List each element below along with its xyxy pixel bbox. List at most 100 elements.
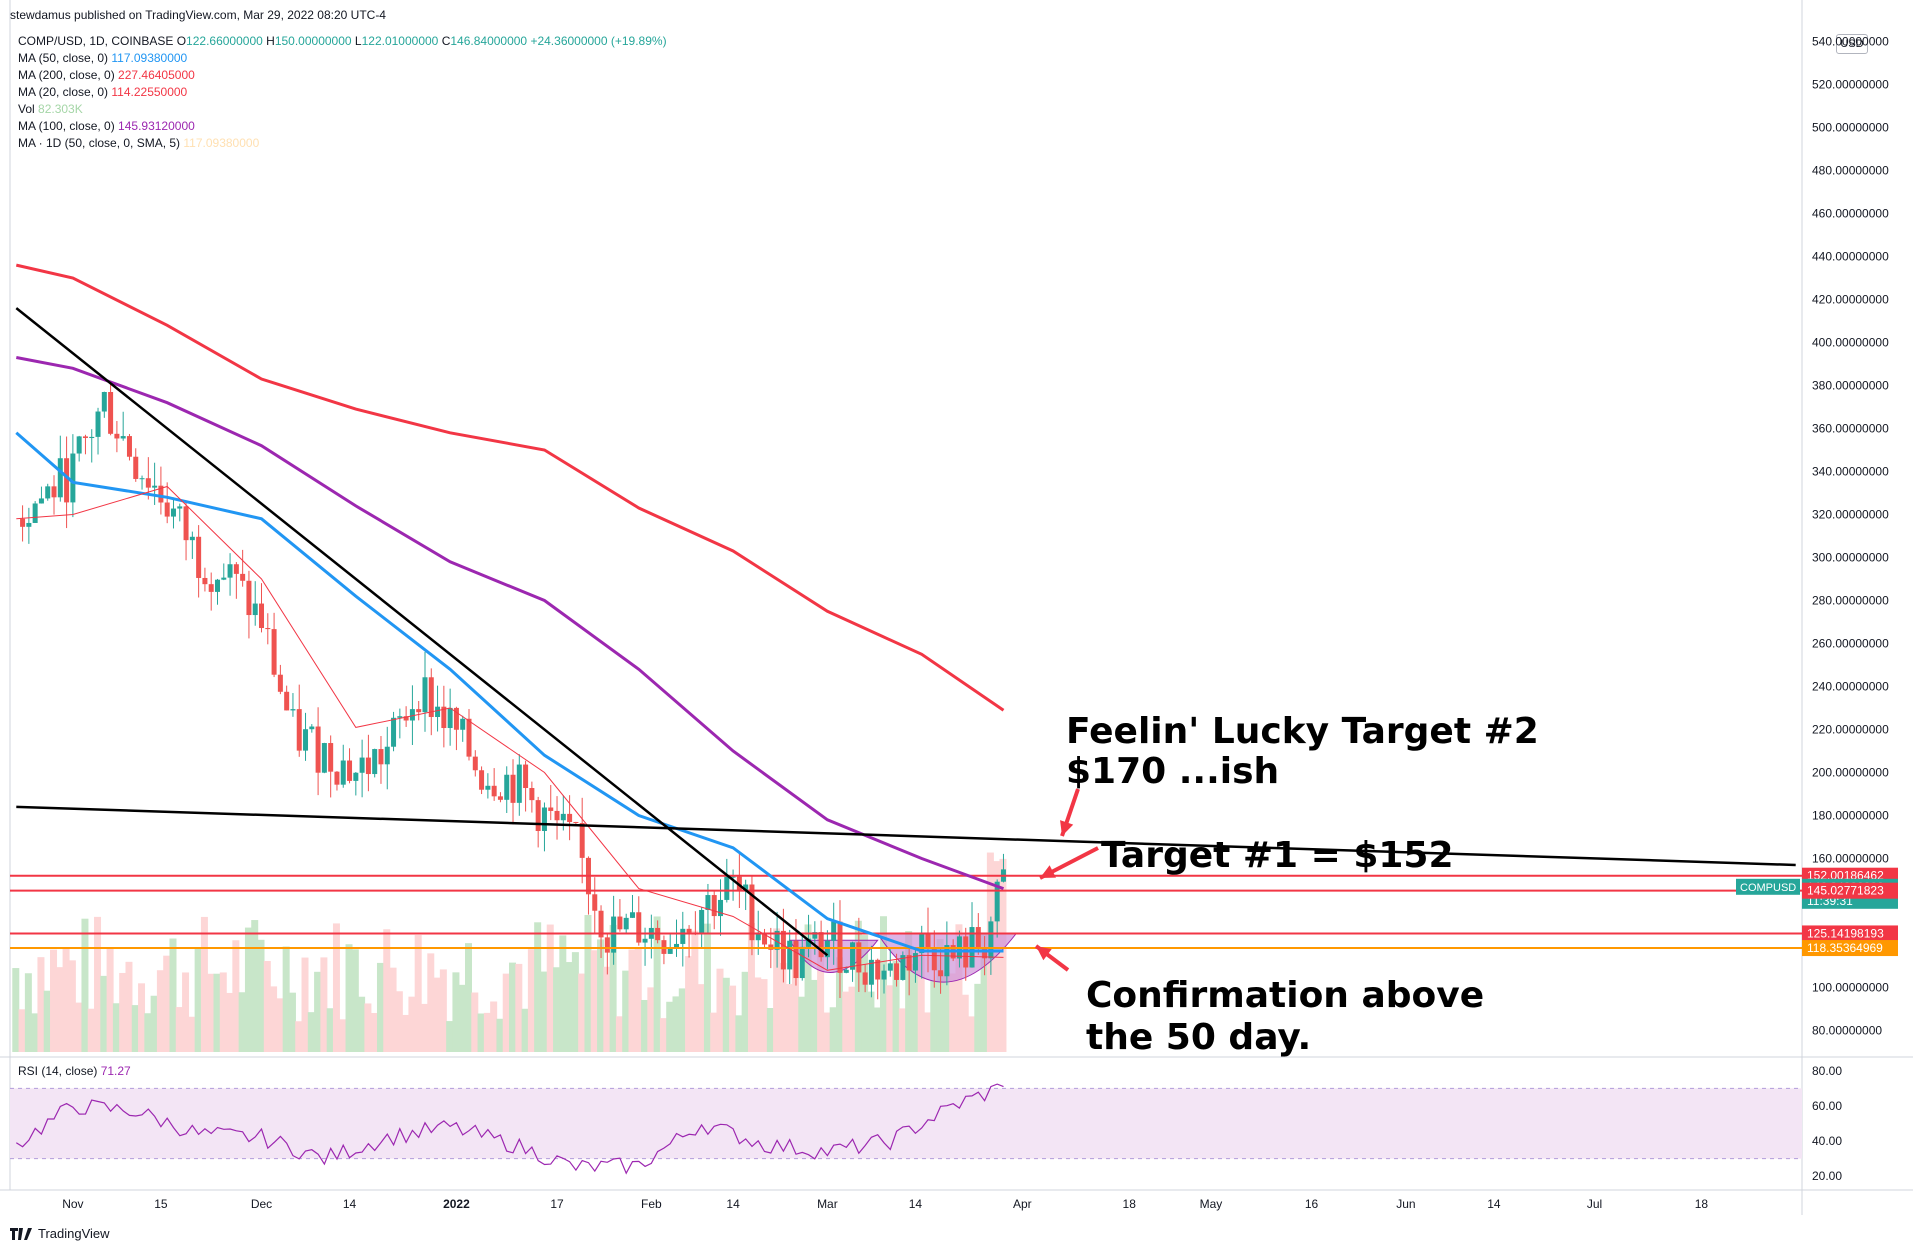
tradingview-footer[interactable]: TradingView [10, 1226, 110, 1241]
legend-key: MA (50, close, 0) [18, 51, 112, 65]
annotation-target-2: Feelin' Lucky Target #2 $170 ...ish [1066, 711, 1539, 792]
volume-bar [628, 949, 636, 1052]
x-tick-label: 14 [343, 1197, 357, 1211]
volume-bar [559, 935, 567, 1052]
volume-bar [75, 1002, 83, 1052]
candle-body [479, 770, 485, 790]
legend-key: MA (20, close, 0) [18, 85, 112, 99]
volume-bar [779, 962, 787, 1052]
legend-key: MA · 1D (50, close, 0, SMA, 5) [18, 136, 184, 150]
candle-body [875, 959, 881, 980]
volume-bar [131, 1005, 139, 1052]
candle-body [391, 717, 397, 747]
x-tick-label: 17 [550, 1197, 564, 1211]
candle-body [831, 921, 837, 941]
candle-body [900, 955, 906, 980]
volume-bar [219, 972, 227, 1052]
volume-bar [791, 941, 799, 1052]
volume-bar [420, 1003, 428, 1052]
volume-bar [433, 977, 441, 1052]
candle-body [233, 564, 239, 574]
candle-body [453, 707, 459, 730]
chart-legend: COMP/USD, 1D, COINBASE O122.66000000 H15… [18, 33, 667, 152]
price-tag [1802, 940, 1898, 957]
volume-bar [94, 916, 102, 1052]
legend-value: 82.303K [38, 102, 83, 116]
volume-bar [213, 973, 221, 1052]
symbol-tag [1736, 878, 1800, 895]
candle-body [114, 433, 120, 439]
y-tick-label: 180.00000000 [1812, 809, 1889, 823]
candle-body [38, 498, 44, 504]
volume-bar [747, 922, 755, 1052]
volume-bar [370, 1013, 378, 1052]
candle-body [428, 677, 434, 718]
candle-body [384, 746, 390, 765]
volume-bar [364, 1003, 372, 1052]
candle-body [516, 764, 522, 803]
candle-body [887, 963, 893, 971]
annotation-arrowhead [1036, 946, 1052, 961]
volume-bar [395, 991, 403, 1052]
candle-body [208, 584, 214, 592]
volume-bar [43, 990, 51, 1052]
candle-body [938, 970, 944, 977]
volume-bar [138, 983, 146, 1052]
candle-body [378, 749, 384, 765]
candle-body [303, 729, 309, 751]
candle-body [202, 577, 208, 585]
candle-body [359, 757, 365, 773]
candle-body [82, 436, 88, 439]
volume-bar [590, 950, 598, 1052]
volume-bar [980, 932, 988, 1052]
candle-body [504, 774, 510, 800]
volume-bar [521, 1008, 529, 1052]
volume-bar [295, 1021, 303, 1052]
candle-body [196, 536, 202, 578]
candle-body [906, 955, 912, 971]
volume-bar [314, 971, 322, 1052]
volume-bar [144, 1013, 152, 1052]
candle-body [57, 458, 63, 498]
annotation-arrowhead [1060, 820, 1074, 836]
volume-bar [848, 986, 856, 1052]
candle-body [711, 895, 717, 917]
candle-body [705, 895, 711, 910]
volume-bar [301, 957, 309, 1052]
volume-bar [936, 939, 944, 1052]
ohlc-value: 146.84000000 [450, 34, 531, 48]
volume-bar [527, 949, 535, 1052]
candle-body [642, 938, 648, 943]
volume-bar [270, 986, 278, 1052]
candle-body [214, 579, 220, 592]
y-tick-label: 480.00000000 [1812, 164, 1889, 178]
volume-bar [584, 914, 592, 1052]
x-tick-label: 18 [1695, 1197, 1709, 1211]
candle-body [611, 916, 617, 953]
volume-bar [288, 992, 296, 1052]
volume-bar [741, 971, 749, 1052]
candle-body [441, 706, 447, 729]
x-tick-label: Jun [1396, 1197, 1415, 1211]
volume-bar [509, 962, 517, 1052]
volume-bar [232, 940, 240, 1052]
candle-body [529, 788, 535, 801]
volume-bar [634, 947, 642, 1052]
volume-bar [886, 985, 894, 1052]
volume-bar [678, 988, 686, 1052]
candle-body [894, 963, 900, 980]
x-tick-label: 2022 [443, 1197, 470, 1211]
volume-bar [597, 939, 605, 1052]
legend-row: Vol 82.303K [18, 101, 667, 118]
trendline [15, 307, 829, 957]
candle-body [812, 932, 818, 939]
candle-body [780, 930, 786, 970]
legend-value: 117.09380000 [111, 51, 188, 65]
candle-body [145, 478, 151, 488]
candle-body [850, 942, 856, 970]
candle-body [667, 947, 673, 954]
ohlc-value: 122.66000000 [186, 34, 267, 48]
currency-selector[interactable]: USD [1836, 34, 1868, 54]
candle-body [409, 709, 415, 721]
